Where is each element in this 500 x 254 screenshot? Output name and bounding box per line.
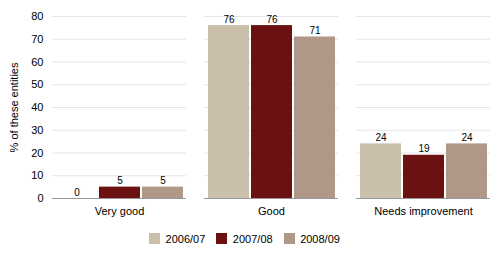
svg-text:Needs improvement: Needs improvement — [374, 205, 472, 217]
svg-text:40: 40 — [31, 101, 43, 113]
svg-text:5: 5 — [160, 175, 166, 186]
html-text:2006/07: 2006/07 — [165, 232, 206, 245]
svg-text:19: 19 — [418, 143, 430, 154]
svg-text:60: 60 — [31, 56, 43, 68]
svg-text:76: 76 — [223, 14, 235, 25]
svg-text:0: 0 — [37, 192, 43, 204]
svg-text:20: 20 — [31, 147, 43, 159]
svg-text:76: 76 — [266, 14, 278, 25]
svg-text:50: 50 — [31, 78, 43, 90]
svg-text:0: 0 — [74, 187, 80, 198]
svg-text:24: 24 — [461, 132, 473, 143]
svg-text:10: 10 — [31, 169, 43, 181]
svg-text:Good: Good — [258, 205, 285, 217]
svg-text:70: 70 — [31, 33, 43, 45]
svg-text:24: 24 — [375, 132, 387, 143]
svg-text:% of these entities: % of these entities — [8, 62, 20, 152]
html-text:2008/09: 2008/09 — [300, 232, 340, 245]
svg-text:30: 30 — [31, 124, 43, 136]
svg-text:80: 80 — [31, 10, 43, 22]
html-text:2007/08: 2007/08 — [232, 232, 273, 245]
svg-text:5: 5 — [117, 175, 123, 186]
svg-text:Very good: Very good — [95, 205, 145, 217]
svg-text:71: 71 — [309, 25, 321, 36]
